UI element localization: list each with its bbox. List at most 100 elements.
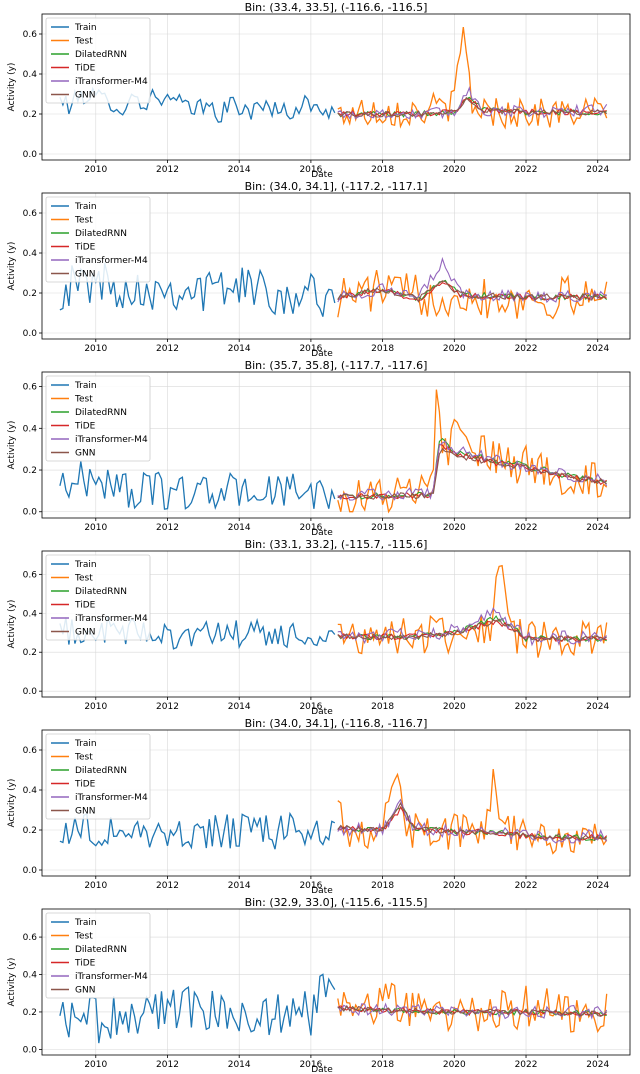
legend-label: GNN bbox=[75, 91, 95, 101]
x-tick-label: 2022 bbox=[515, 1060, 538, 1070]
series-line-test bbox=[337, 982, 608, 1034]
x-axis-label: Date bbox=[311, 1065, 333, 1074]
plot-frame bbox=[41, 729, 631, 877]
y-tick-label: 0.6 bbox=[23, 30, 38, 40]
x-tick-label: 2010 bbox=[84, 1060, 107, 1070]
x-axis-label: Date bbox=[311, 170, 333, 180]
x-tick-label: 2022 bbox=[515, 165, 538, 175]
chart-title: Bin: (34.0, 34.1], (-116.8, -116.7] bbox=[245, 717, 428, 730]
series-line-itransformer-m4 bbox=[337, 1002, 608, 1020]
x-tick-label: 2010 bbox=[84, 881, 107, 891]
x-tick-label: 2010 bbox=[84, 344, 107, 354]
chart-panel: Bin: (32.9, 33.0], (-115.6, -115.5] 2010 2… bbox=[7, 896, 631, 1074]
x-tick-label: 2016 bbox=[299, 702, 322, 712]
legend-box bbox=[45, 912, 151, 999]
legend-label: Train bbox=[74, 739, 97, 749]
x-tick-label: 2014 bbox=[228, 1060, 251, 1070]
x-tick-label: 2020 bbox=[443, 523, 466, 533]
x-tick-label: 2024 bbox=[586, 881, 609, 891]
legend: Train Test DilatedRNN TiDE iTransformer-M4 GN… bbox=[45, 733, 151, 820]
x-tick-label: 2016 bbox=[299, 344, 322, 354]
x-tick-label: 2014 bbox=[228, 165, 251, 175]
legend-label: iTransformer-M4 bbox=[75, 793, 148, 803]
y-tick-label: 0.2 bbox=[23, 110, 37, 120]
series-line-gnn bbox=[337, 280, 607, 303]
x-tick-label: 2018 bbox=[371, 344, 394, 354]
chart-panel: Bin: (35.7, 35.8], (-117.7, -117.6] 2010 2… bbox=[7, 359, 631, 538]
plot-area bbox=[59, 973, 608, 1044]
plot-area bbox=[59, 389, 608, 514]
legend-label: iTransformer-M4 bbox=[75, 77, 148, 87]
y-axis-label: Activity (y) bbox=[7, 421, 17, 470]
plot-area bbox=[59, 256, 608, 320]
legend-label: DilatedRNN bbox=[75, 945, 127, 955]
legend-label: Test bbox=[74, 932, 93, 942]
legend-label: Train bbox=[74, 381, 97, 391]
x-axis-label: Date bbox=[311, 528, 333, 538]
series-line-gnn bbox=[337, 618, 608, 643]
legend-box bbox=[45, 733, 151, 820]
series-line-dilatedrnn bbox=[337, 437, 607, 500]
legend-label: iTransformer-M4 bbox=[75, 614, 148, 624]
y-tick-label: 0.6 bbox=[23, 383, 38, 393]
series-line-gnn bbox=[337, 1004, 608, 1017]
legend-label: Test bbox=[74, 395, 93, 405]
x-tick-label: 2016 bbox=[299, 1060, 322, 1070]
x-tick-label: 2012 bbox=[156, 881, 179, 891]
chart-title: Bin: (34.0, 34.1], (-117.2, -117.1] bbox=[245, 180, 428, 193]
y-tick-label: 0.0 bbox=[23, 150, 38, 160]
x-tick-label: 2020 bbox=[443, 165, 466, 175]
legend-label: Test bbox=[74, 753, 93, 763]
legend-label: GNN bbox=[75, 449, 95, 459]
y-tick-label: 0.0 bbox=[23, 866, 38, 876]
x-tick-label: 2020 bbox=[443, 1060, 466, 1070]
plot-frame bbox=[41, 550, 631, 698]
legend-label: DilatedRNN bbox=[75, 229, 127, 239]
series-line-itransformer-m4 bbox=[337, 86, 608, 120]
chart-title: Bin: (35.7, 35.8], (-117.7, -117.6] bbox=[245, 359, 428, 372]
x-tick-label: 2020 bbox=[443, 881, 466, 891]
x-tick-label: 2012 bbox=[156, 702, 179, 712]
series-line-train bbox=[59, 811, 336, 850]
x-tick-label: 2018 bbox=[371, 881, 394, 891]
y-tick-label: 0.6 bbox=[23, 933, 38, 943]
y-tick-label: 0.4 bbox=[23, 609, 38, 619]
x-tick-label: 2018 bbox=[371, 702, 394, 712]
x-tick-label: 2018 bbox=[371, 165, 394, 175]
legend-label: DilatedRNN bbox=[75, 408, 127, 418]
legend-label: Train bbox=[74, 918, 97, 928]
x-tick-label: 2024 bbox=[586, 702, 609, 712]
x-axis-label: Date bbox=[311, 349, 333, 359]
y-tick-label: 0.0 bbox=[23, 1045, 38, 1055]
series-line-test bbox=[337, 269, 608, 320]
series-line-itransformer-m4 bbox=[337, 607, 608, 647]
legend-label: GNN bbox=[75, 807, 95, 817]
series-line-train bbox=[59, 973, 336, 1044]
x-tick-label: 2020 bbox=[443, 702, 466, 712]
plot-area bbox=[59, 564, 608, 658]
chart-panel: Bin: (34.0, 34.1], (-117.2, -117.1] 2010 2… bbox=[7, 180, 631, 359]
y-tick-label: 0.4 bbox=[23, 70, 38, 80]
legend-box bbox=[45, 375, 151, 462]
x-tick-label: 2016 bbox=[299, 523, 322, 533]
y-tick-label: 0.6 bbox=[23, 209, 38, 219]
legend-label: TiDE bbox=[74, 959, 96, 969]
plot-area bbox=[59, 27, 608, 130]
series-line-train bbox=[59, 461, 336, 510]
legend-box bbox=[45, 196, 151, 283]
y-tick-label: 0.0 bbox=[23, 687, 38, 697]
series-line-tide bbox=[337, 443, 607, 500]
plot-frame bbox=[41, 192, 631, 340]
y-tick-label: 0.2 bbox=[23, 648, 37, 658]
plot-area bbox=[59, 769, 608, 855]
legend-label: DilatedRNN bbox=[75, 50, 127, 60]
legend-label: GNN bbox=[75, 986, 95, 996]
x-tick-label: 2022 bbox=[515, 344, 538, 354]
series-line-gnn bbox=[337, 96, 608, 118]
y-axis-label: Activity (y) bbox=[7, 600, 17, 649]
y-tick-label: 0.0 bbox=[23, 508, 38, 518]
legend: Train Test DilatedRNN TiDE iTransformer-M4 GN… bbox=[45, 196, 151, 283]
plot-frame bbox=[41, 908, 631, 1056]
y-tick-label: 0.6 bbox=[23, 570, 38, 580]
